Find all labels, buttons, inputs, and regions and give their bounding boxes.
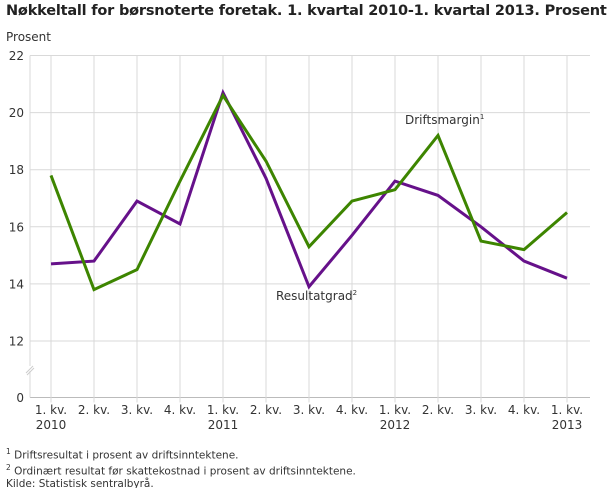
series-label-driftsmargin: Driftsmargin1: [405, 113, 484, 127]
chart-title: Nøkkeltall for børsnoterte foretak. 1. k…: [6, 3, 607, 19]
x-tick-label: 4. kv.: [336, 403, 368, 417]
x-tick-label-year: 2011: [208, 418, 239, 432]
x-tick-label: 1. kv.: [207, 403, 239, 417]
x-tick-label: 4. kv.: [164, 403, 196, 417]
x-tick-label: 2. kv.: [78, 403, 110, 417]
x-tick-label-year: 2013: [552, 418, 583, 432]
x-tick-label: 2. kv.: [422, 403, 454, 417]
series-label-resultatgrad: Resultatgrad2: [276, 289, 357, 303]
x-tick-label-year: 2010: [36, 418, 67, 432]
footnote-2: 2 Ordinært resultat før skattekostnad i …: [6, 462, 356, 478]
y-tick-label: 0: [16, 391, 24, 405]
axis-break-mark: [26, 367, 35, 376]
y-axis-label: Prosent: [6, 30, 51, 44]
axis-break-icon: [25, 365, 35, 376]
x-tick-label: 3. kv.: [465, 403, 497, 417]
footnote-1-text: Driftsresultat i prosent av driftsinntek…: [14, 449, 239, 462]
axis-break-mark: [25, 365, 34, 374]
source: Kilde: Statistisk sentralbyrå.: [6, 478, 154, 488]
y-tick-label: 14: [9, 277, 24, 291]
x-tick-label: 3. kv.: [121, 403, 153, 417]
footnote-2-text: Ordinært resultat før skattekostnad i pr…: [14, 465, 356, 478]
x-tick-label: 2. kv.: [250, 403, 282, 417]
y-tick-label: 22: [9, 49, 24, 63]
y-tick-label: 18: [9, 163, 24, 177]
x-tick-label: 1. kv.: [35, 403, 67, 417]
footnote-1: 1 Driftsresultat i prosent av driftsinnt…: [6, 446, 356, 462]
x-tick-label: 1. kv.: [551, 403, 583, 417]
x-tick-label: 1. kv.: [379, 403, 411, 417]
y-tick-label: 16: [9, 220, 24, 234]
x-tick-label: 3. kv.: [293, 403, 325, 417]
footnote-2-marker: 2: [6, 463, 11, 472]
y-tick-label: 12: [9, 335, 24, 349]
x-tick-label-year: 2012: [380, 418, 411, 432]
footnotes: 1 Driftsresultat i prosent av driftsinnt…: [6, 446, 356, 488]
footnote-1-marker: 1: [6, 447, 11, 456]
x-tick-label: 4. kv.: [508, 403, 540, 417]
y-tick-label: 20: [9, 106, 24, 120]
